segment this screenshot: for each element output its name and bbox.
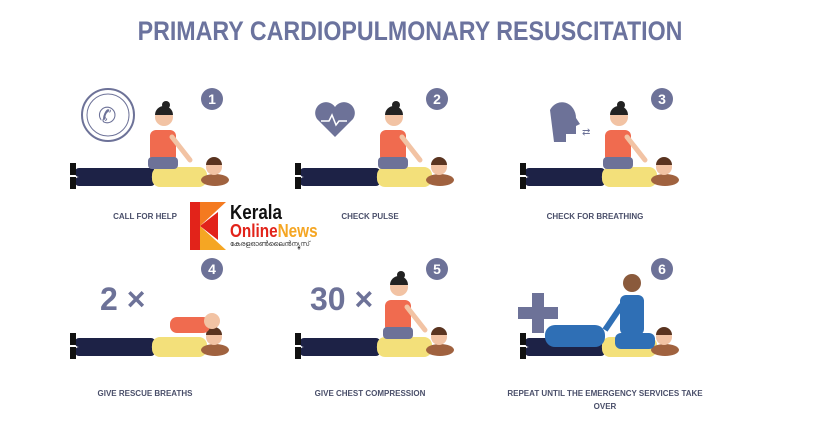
watermark-logo: Kerala OnlineNews കേരളഓൺലൈൻന്യൂസ് (188, 200, 348, 255)
step-label: CALL FOR HELP (113, 212, 177, 221)
rescuer-figure (603, 101, 648, 169)
rescuer-figure (378, 101, 423, 169)
svg-text:2: 2 (433, 91, 441, 107)
repetition-count: 2 × (100, 281, 145, 317)
svg-text:✆: ✆ (98, 103, 116, 128)
svg-text:4: 4 (208, 261, 216, 277)
svg-text:5: 5 (433, 261, 441, 277)
step-badge: 1 (201, 88, 223, 110)
patient-figure (70, 327, 229, 359)
medical-cross-icon (518, 293, 558, 333)
step-badge: 6 (651, 258, 673, 280)
rescuer-figure (170, 313, 220, 333)
step-label: REPEAT UNTIL THE EMERGENCY SERVICES TAKE… (507, 389, 703, 411)
heart-pulse-icon (315, 102, 355, 137)
phone-icon: ✆ (81, 88, 135, 142)
step-badge: 3 (651, 88, 673, 110)
svg-text:⇄: ⇄ (582, 127, 590, 138)
page-title: PRIMARY CARDIOPULMONARY RESUSCITATION (137, 16, 683, 46)
step-label: GIVE CHEST COMPRESSION (314, 389, 426, 398)
rescuer-figure (148, 101, 193, 169)
head-breath-icon: ⇄ (550, 102, 590, 142)
recovery-position-figure (545, 325, 605, 347)
svg-text:3: 3 (658, 91, 666, 107)
step-4: 2 × 4 (40, 255, 280, 405)
step-3: ⇄ 3 (490, 85, 730, 235)
svg-text:6: 6 (658, 261, 666, 277)
paramedic-figure (602, 274, 655, 349)
step-1: ✆ 1 (40, 85, 280, 235)
patient-figure (295, 327, 454, 359)
step-label: GIVE RESCUE BREATHS (97, 389, 193, 398)
patient-figure (520, 157, 679, 189)
step-label: CHECK PULSE (341, 212, 399, 221)
step-label: CHECK FOR BREATHING (546, 212, 644, 221)
patient-figure (70, 157, 229, 189)
step-2: 2 (265, 85, 505, 235)
step-badge: 2 (426, 88, 448, 110)
repetition-count: 30 × (310, 281, 373, 317)
rescuer-figure (383, 271, 428, 339)
svg-text:1: 1 (208, 91, 216, 107)
k-logo-icon (190, 202, 226, 250)
patient-figure (295, 157, 454, 189)
step-badge: 4 (201, 258, 223, 280)
step-5: 30 × 5 (265, 255, 505, 405)
step-6: 6 (490, 255, 730, 405)
step-badge: 5 (426, 258, 448, 280)
